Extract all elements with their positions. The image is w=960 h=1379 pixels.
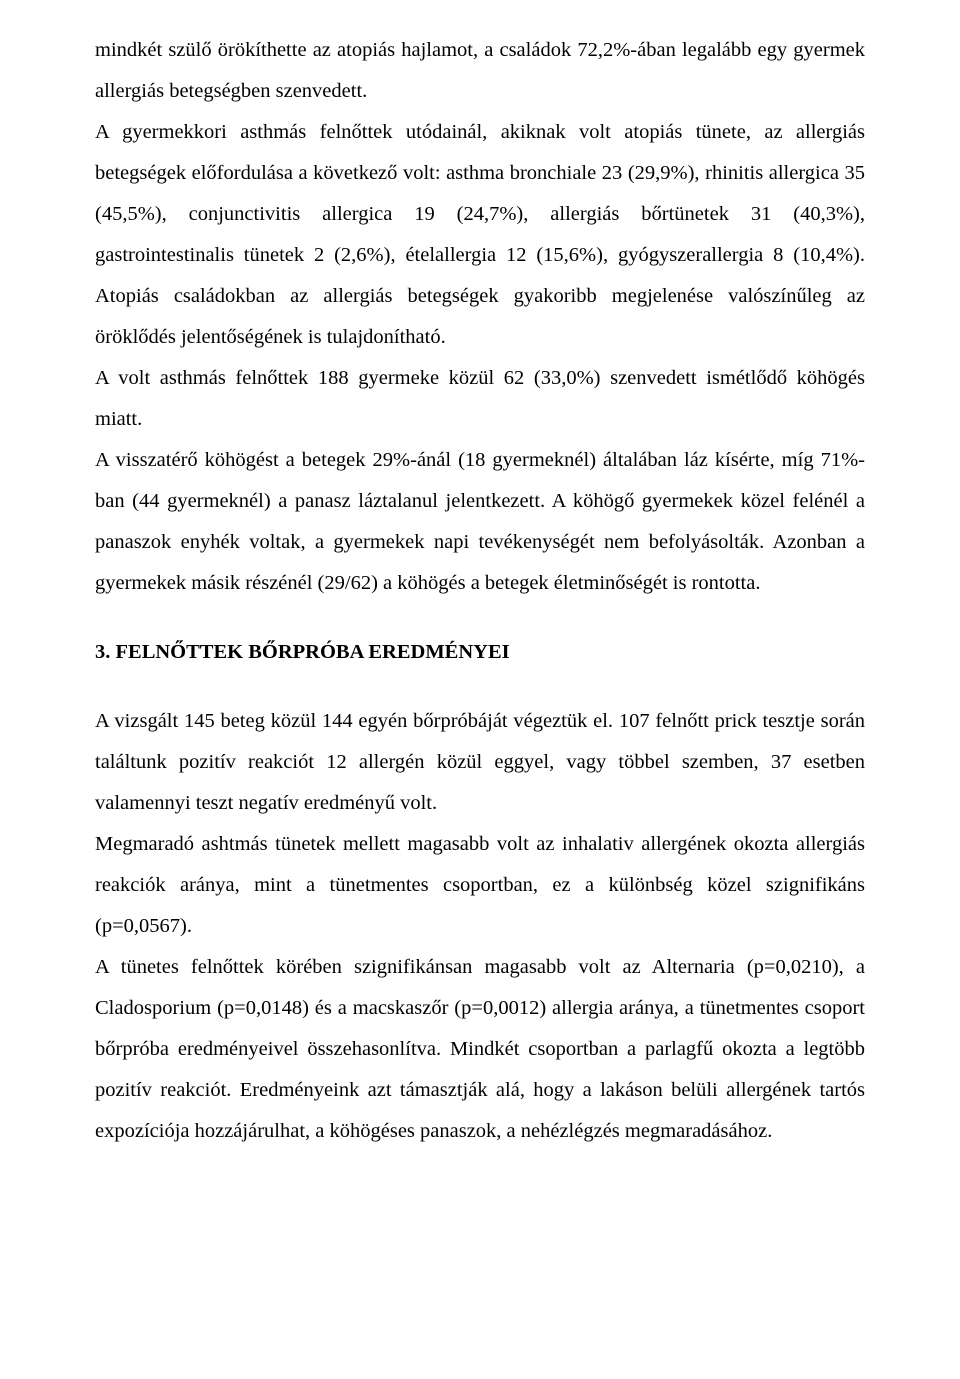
- paragraph-1: mindkét szülő örökíthette az atopiás haj…: [95, 30, 865, 112]
- paragraph-6: Megmaradó ashtmás tünetek mellett magasa…: [95, 824, 865, 947]
- section-heading-3: 3. FELNŐTTEK BŐRPRÓBA EREDMÉNYEI: [95, 632, 865, 673]
- paragraph-5: A vizsgált 145 beteg közül 144 egyén bőr…: [95, 701, 865, 824]
- paragraph-4: A visszatérő köhögést a betegek 29%-ánál…: [95, 440, 865, 604]
- paragraph-3: A volt asthmás felnőttek 188 gyermeke kö…: [95, 358, 865, 440]
- paragraph-2: A gyermekkori asthmás felnőttek utódainá…: [95, 112, 865, 358]
- paragraph-7: A tünetes felnőttek körében szignifikáns…: [95, 947, 865, 1152]
- document-page: mindkét szülő örökíthette az atopiás haj…: [0, 0, 960, 1379]
